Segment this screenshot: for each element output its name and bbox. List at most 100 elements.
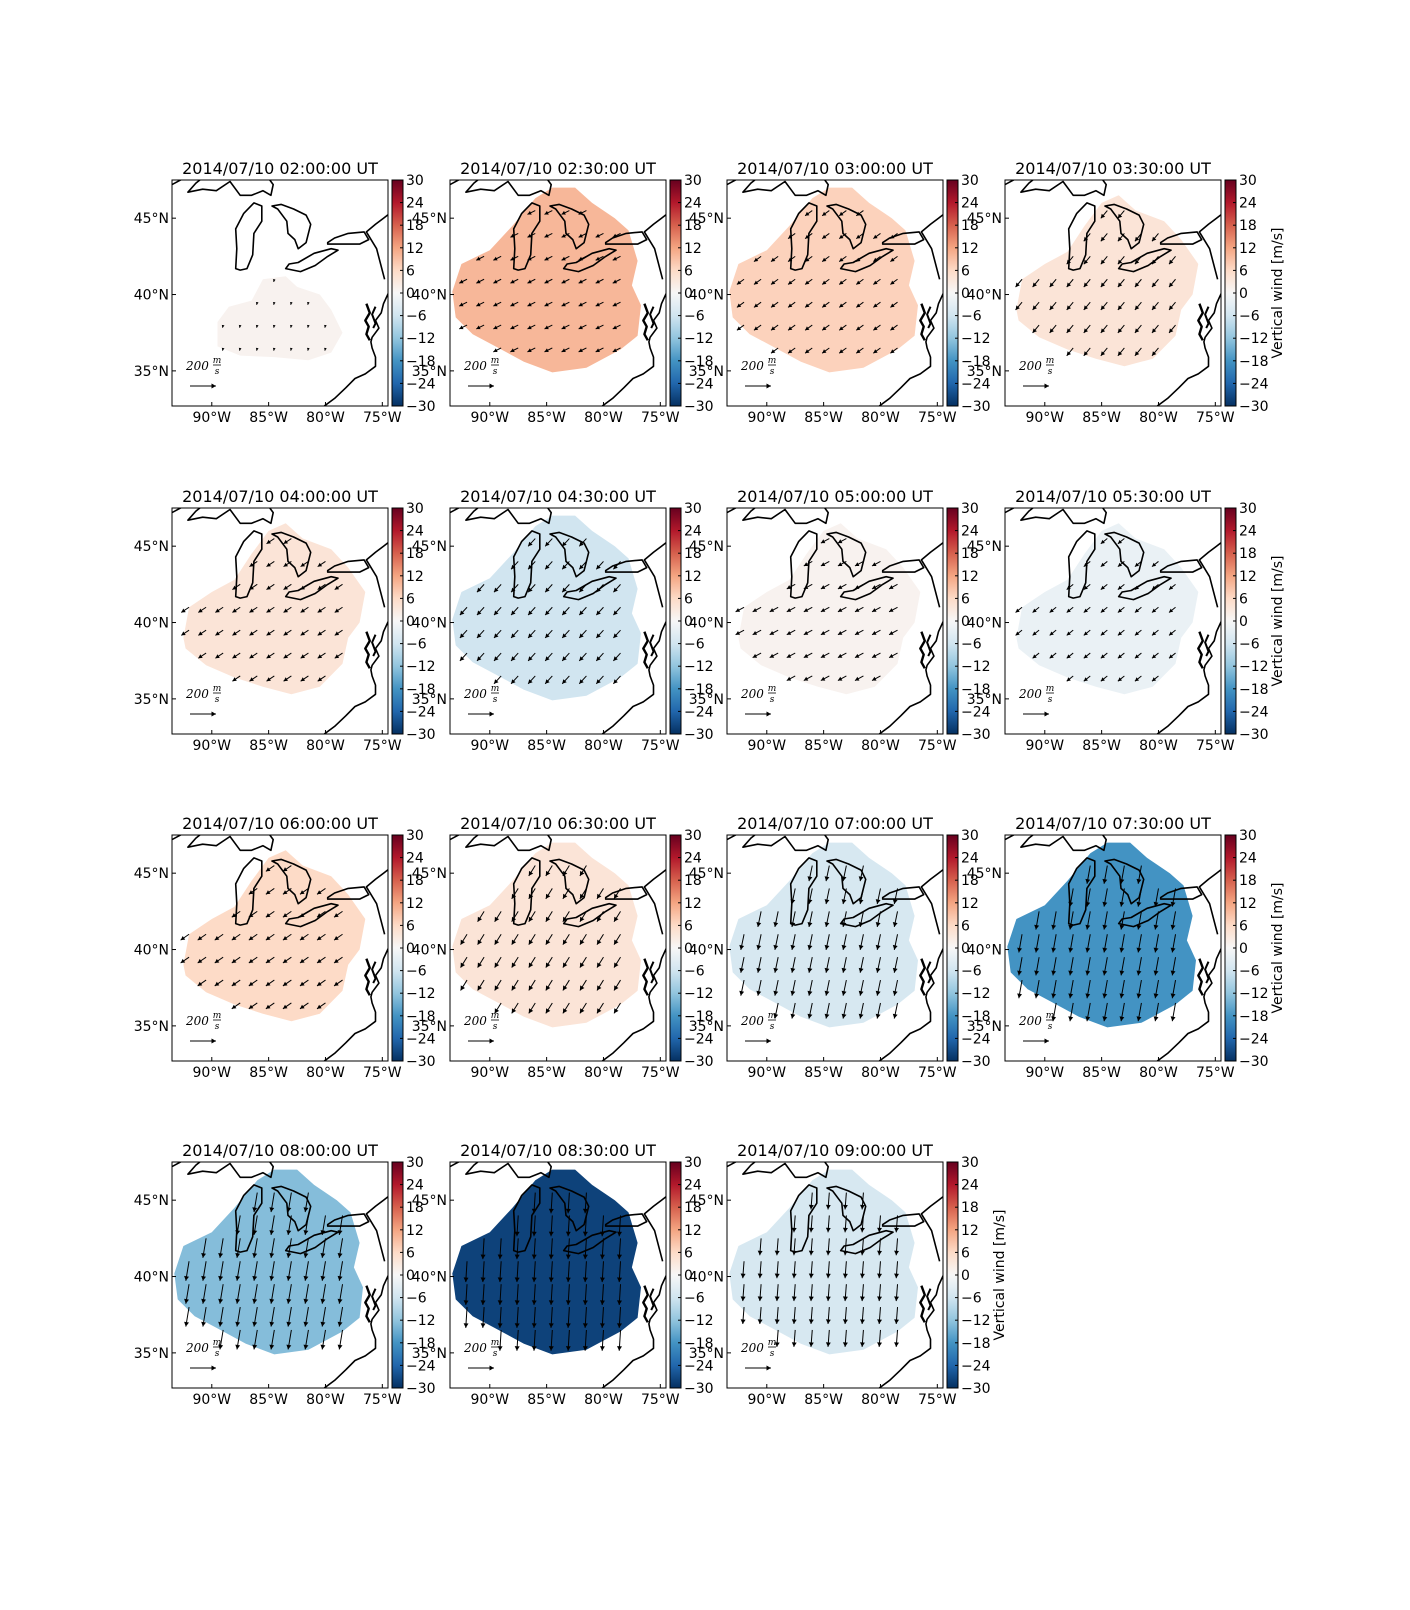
wind-arrow <box>613 606 621 616</box>
wind-arrow <box>786 675 796 681</box>
wind-arrow <box>531 1215 537 1237</box>
wind-arrow <box>824 957 830 973</box>
colorbar-tick-label: −18 <box>1239 354 1269 370</box>
wind-arrow <box>510 324 519 330</box>
wind-arrow <box>249 629 258 636</box>
reference-arrow: 200 ms <box>185 1338 221 1371</box>
wind-arrow <box>579 956 587 968</box>
wind-arrow <box>1134 278 1142 288</box>
wind-arrow <box>477 979 485 991</box>
wind-arrow <box>1168 301 1176 311</box>
wind-arrow <box>770 278 779 285</box>
coastline <box>1204 634 1210 657</box>
wind-arrow <box>1066 256 1074 265</box>
wind-arrow <box>317 629 326 636</box>
colorbar-tick-label: −12 <box>1239 331 1269 347</box>
wind-arrow <box>578 675 587 685</box>
reference-arrow-value: 200 <box>1018 687 1042 701</box>
wind-arrow <box>333 933 343 941</box>
wind-arrow <box>334 583 343 590</box>
x-tick-label: 90°W <box>747 1065 786 1081</box>
wind-arrow <box>561 538 570 547</box>
coastline <box>601 619 666 734</box>
wind-arrow <box>1015 629 1023 636</box>
wind-arrow <box>1134 606 1142 613</box>
river-outline <box>1198 541 1221 608</box>
wind-arrow <box>494 979 502 991</box>
wind-arrow <box>871 583 881 590</box>
wind-arrow <box>510 255 519 261</box>
wind-arrow <box>1134 675 1142 682</box>
wind-arrow <box>890 324 898 331</box>
wind-arrow <box>578 324 587 330</box>
y-tick-label: 45°N <box>689 539 724 555</box>
y-tick-label: 45°N <box>689 1193 724 1209</box>
lake-outline <box>1067 857 1096 926</box>
coastline <box>1156 946 1221 1061</box>
wind-arrow <box>1134 629 1142 636</box>
wind-arrow <box>317 675 326 682</box>
wind-arrow <box>316 956 326 964</box>
wind-arrow <box>773 911 779 928</box>
wind-arrow <box>1170 934 1177 953</box>
lake-outline <box>271 858 312 905</box>
wind-arrow <box>544 347 553 353</box>
colorbar-tick-label: −30 <box>1239 727 1269 743</box>
axes-frame <box>449 834 667 1062</box>
axes-frame <box>449 1161 667 1389</box>
coastline <box>601 291 666 406</box>
wind-arrow <box>855 347 864 354</box>
wind-arrow <box>613 956 621 968</box>
wind-arrow <box>854 629 864 636</box>
vertical-wind-field <box>183 850 366 1022</box>
map-area <box>172 835 388 1061</box>
panel-title: 2014/07/10 03:00:00 UT <box>737 159 933 178</box>
wind-arrow <box>595 301 604 307</box>
wind-arrow <box>320 1306 326 1327</box>
wind-arrow <box>578 232 587 238</box>
x-tick-label: 80°W <box>306 738 345 754</box>
wind-arrow <box>578 278 587 284</box>
wind-arrow <box>821 210 830 217</box>
panel-title: 2014/07/10 04:00:00 UT <box>182 487 378 506</box>
colorbar-tick-label: 6 <box>684 1245 693 1261</box>
axes-frame <box>1004 179 1222 407</box>
wind-arrow <box>290 347 293 351</box>
y-tick-label: 45°N <box>134 866 169 882</box>
panel-title: 2014/07/10 07:30:00 UT <box>1015 814 1211 833</box>
wind-arrow <box>757 1284 763 1302</box>
wind-arrow <box>235 1284 241 1304</box>
coastline <box>364 631 372 669</box>
panel-title: 2014/07/10 04:30:00 UT <box>460 487 656 506</box>
wind-arrow <box>299 979 309 987</box>
colorbar-tick-label: −24 <box>406 1031 436 1047</box>
x-tick-label: 85°W <box>804 1065 843 1081</box>
wind-arrow <box>752 652 762 659</box>
wind-arrow <box>303 1261 309 1281</box>
river-outline <box>643 868 666 935</box>
x-tick-label: 90°W <box>1025 738 1064 754</box>
map-panel: 2014/07/10 08:00:00 UT 200 ms 90°W 85°W 80°W 7… <box>134 1141 436 1408</box>
wind-arrow <box>842 1329 848 1347</box>
colorbar-tick-label: −12 <box>961 659 991 675</box>
wind-arrow <box>215 629 224 636</box>
wind-arrow <box>334 629 343 636</box>
wind-arrow <box>252 1284 258 1304</box>
lake-outline <box>271 531 312 578</box>
wind-arrow <box>825 1215 831 1233</box>
panel-title: 2014/07/10 06:00:00 UT <box>182 814 378 833</box>
wind-arrow <box>300 675 309 682</box>
wind-arrow <box>248 888 258 895</box>
wind-arrow <box>596 911 604 923</box>
colorbar-tick-label: 24 <box>961 196 979 212</box>
lake-outline <box>742 835 829 852</box>
x-tick-label: 75°W <box>641 1065 680 1081</box>
wind-arrow <box>548 1192 554 1214</box>
wind-arrow <box>334 606 343 613</box>
wind-arrow <box>266 583 275 590</box>
wind-arrow <box>1100 347 1108 357</box>
coastline <box>1156 619 1221 734</box>
vertical-wind-field <box>452 842 641 1028</box>
wind-arrow <box>544 538 553 547</box>
